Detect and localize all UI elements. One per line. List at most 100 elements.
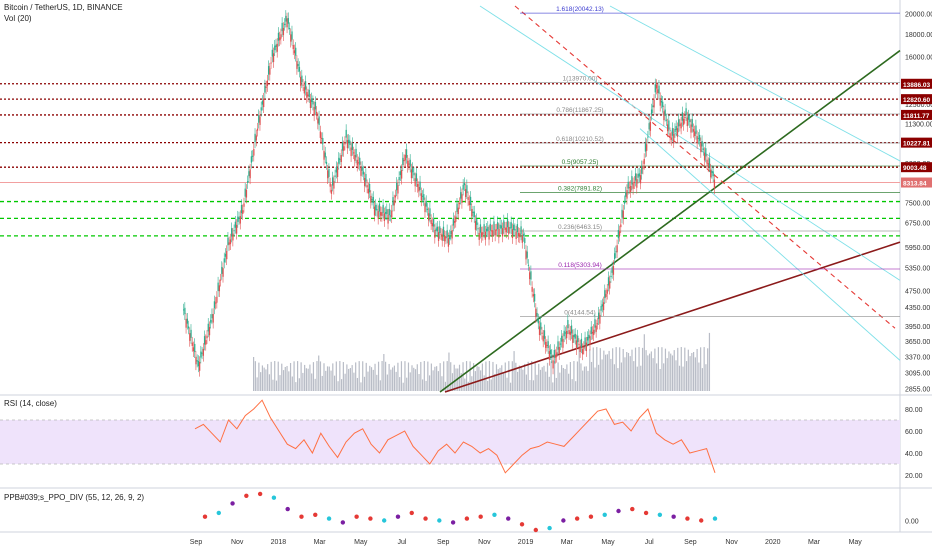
price-candle	[207, 323, 209, 332]
price-candle	[690, 124, 692, 133]
price-candle	[285, 15, 287, 22]
price-candle	[319, 131, 321, 138]
price-candle	[509, 227, 511, 229]
volume-bar	[265, 369, 267, 391]
price-candle	[336, 168, 339, 177]
price-candle	[644, 143, 647, 152]
price-candle	[280, 34, 282, 39]
volume-bar	[585, 366, 587, 391]
price-candle	[240, 204, 243, 214]
volume-bar	[370, 367, 373, 391]
volume-bar	[298, 378, 300, 391]
volume-bar	[568, 373, 570, 391]
ppo-point	[340, 520, 346, 525]
volume-bar	[624, 357, 626, 391]
price-candle	[449, 235, 451, 239]
price-candle	[601, 304, 604, 307]
price-candle	[185, 318, 187, 328]
volume-bar	[372, 369, 374, 391]
price-tag-box	[901, 94, 932, 105]
price-candle	[296, 60, 298, 69]
price-candle	[409, 159, 411, 167]
volume-bar	[569, 362, 571, 391]
price-candle	[249, 169, 251, 179]
price-candle	[329, 183, 331, 187]
volume-bar	[300, 362, 302, 391]
volume-bar	[576, 361, 579, 391]
price-candle	[700, 143, 702, 153]
price-candle	[552, 360, 554, 369]
ppo-point	[630, 506, 635, 512]
volume-bar	[349, 368, 351, 391]
price-candle	[680, 122, 682, 129]
price-candle	[226, 251, 228, 260]
price-candle	[511, 229, 514, 239]
price-candle	[711, 170, 713, 173]
fib-level-label: 0.786(11867.25)	[556, 107, 603, 114]
price-candle	[201, 352, 203, 354]
price-candle	[243, 203, 245, 207]
price-candle	[536, 312, 538, 317]
price-candle	[474, 220, 477, 230]
price-candle	[673, 133, 675, 143]
ppo-point	[450, 520, 456, 525]
price-candle	[707, 162, 709, 167]
volume-bar	[518, 365, 520, 391]
price-candle	[389, 215, 392, 217]
volume-bar	[295, 382, 297, 391]
price-candle	[586, 336, 589, 341]
price-candle	[348, 139, 350, 143]
volume-bar	[605, 354, 607, 391]
volume-bar	[261, 365, 263, 391]
price-candle	[666, 124, 669, 132]
price-candle	[292, 44, 294, 50]
price-candle	[364, 177, 366, 187]
price-candle	[394, 195, 397, 198]
volume-bar	[293, 361, 295, 391]
price-tag-label: 13886.03	[903, 82, 930, 89]
volume-bar	[346, 364, 348, 391]
ppo-point	[354, 514, 359, 519]
price-candle	[565, 330, 568, 339]
price-candle	[308, 89, 310, 98]
fib-level-label: 0(4144.54)	[564, 310, 595, 317]
price-candle	[270, 62, 272, 64]
price-candle	[431, 223, 434, 227]
price-candle	[524, 238, 526, 244]
price-tick-label: 16000.00	[905, 55, 932, 62]
volume-bar	[374, 363, 376, 391]
price-candle	[426, 208, 429, 210]
price-candle	[460, 192, 462, 199]
price-candle	[378, 203, 381, 212]
price-candle	[380, 212, 382, 216]
price-candle	[632, 183, 634, 189]
ppo-point	[547, 525, 552, 531]
price-candle	[437, 232, 440, 241]
volume-bar	[583, 366, 586, 391]
volume-bar	[356, 377, 359, 391]
price-tick-label: 3650.00	[905, 339, 930, 346]
price-candle	[703, 153, 706, 161]
price-candle	[648, 123, 650, 130]
price-candle	[477, 228, 479, 230]
price-candle	[439, 226, 441, 233]
volume-bar	[437, 371, 439, 391]
time-tick-label: May	[601, 539, 615, 546]
price-candle	[515, 231, 517, 240]
volume-bar	[502, 372, 505, 391]
price-candle	[623, 201, 626, 204]
price-tick-label: 18000.00	[905, 32, 932, 39]
price-candle	[607, 277, 610, 286]
price-candle	[593, 329, 595, 336]
volume-bar	[323, 363, 325, 391]
volume-bar	[465, 361, 468, 391]
price-candle	[638, 173, 640, 177]
volume-bar	[348, 368, 350, 391]
time-tick-label: Sep	[437, 539, 450, 546]
volume-bar	[258, 362, 260, 391]
price-candle	[341, 142, 344, 151]
volume-bar	[524, 363, 526, 391]
price-candle	[235, 224, 238, 234]
volume-bar	[411, 365, 413, 391]
